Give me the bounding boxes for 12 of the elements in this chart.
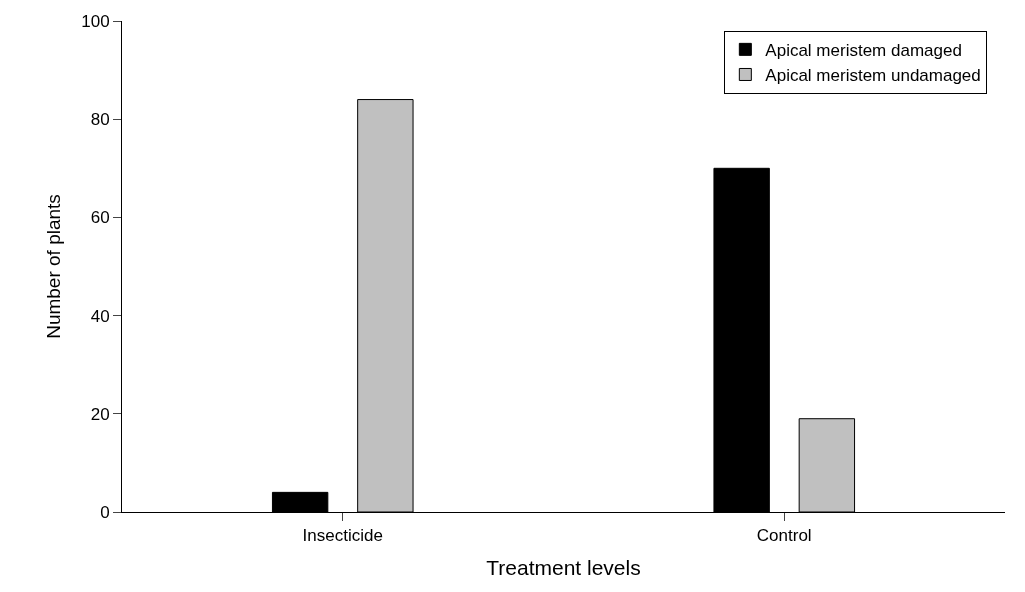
y-tick-label: 60 [90,208,110,228]
x-tick-label: Insecticide [302,526,383,546]
x-tick-label: Control [756,526,812,546]
y-tick-label: 100 [81,11,110,31]
y-tick-label: 0 [100,502,110,522]
y-axis-title: Number of plants [43,194,65,339]
legend-label: Apical meristem damaged [765,41,962,60]
y-tick-label: 80 [90,110,110,130]
legend-label: Apical meristem undamaged [765,66,981,86]
x-axis-title: Treatment levels [486,555,641,579]
y-tick-label: 20 [90,404,110,424]
y-tick-label: 40 [90,306,110,326]
